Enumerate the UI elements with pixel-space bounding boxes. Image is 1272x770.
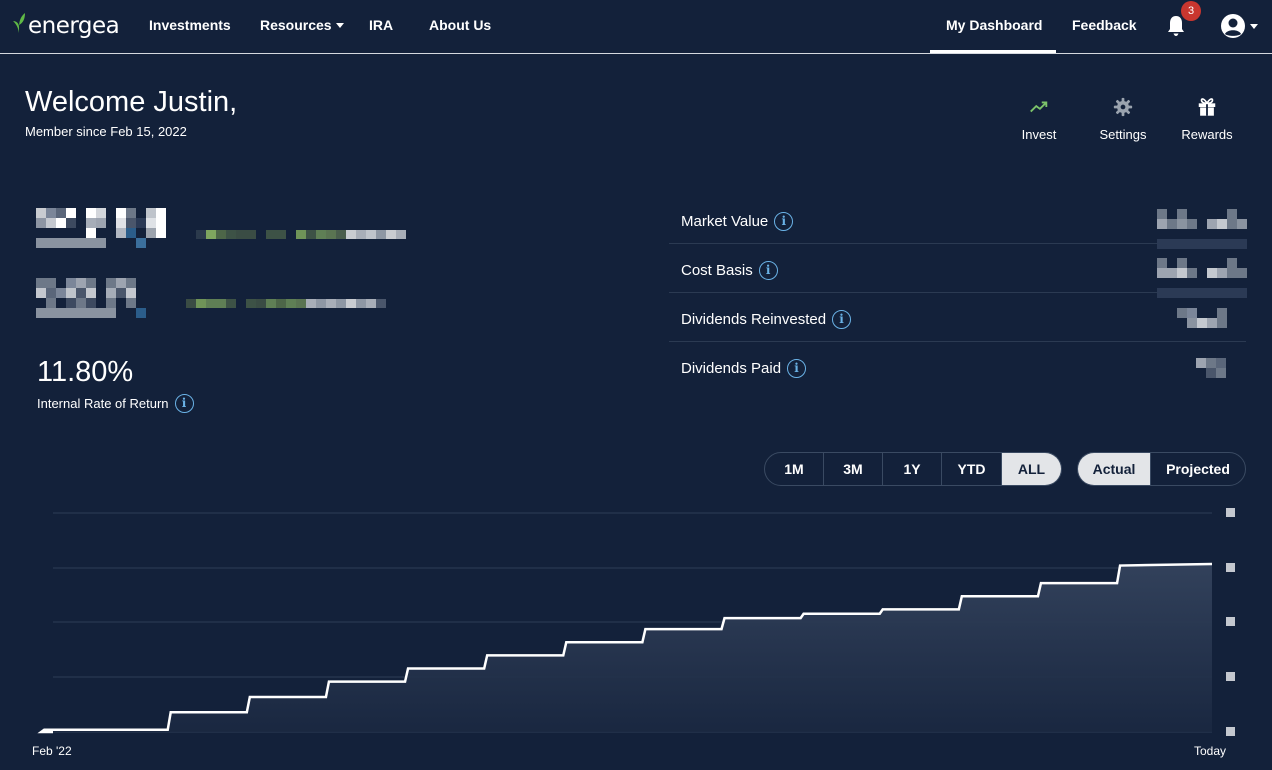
redacted-cost-basis: [1157, 258, 1247, 298]
y-tick-label: [1226, 563, 1235, 572]
nav-investments[interactable]: Investments: [149, 17, 231, 33]
invest-button[interactable]: Invest: [999, 96, 1079, 142]
performance-chart: Feb '22 Today: [0, 500, 1272, 770]
redacted-invested-change: [186, 299, 386, 308]
redacted-dividends-reinvested: [1177, 308, 1237, 328]
x-axis-end-label: Today: [1194, 744, 1227, 758]
mode-toggle: Actual Projected: [1077, 452, 1246, 486]
trending-up-icon: [1030, 101, 1048, 113]
redacted-portfolio-value: [36, 208, 176, 248]
info-icon[interactable]: i: [758, 261, 778, 280]
range-1y-button[interactable]: 1Y: [883, 453, 942, 485]
range-3m-button[interactable]: 3M: [824, 453, 883, 485]
y-tick-label: [1226, 672, 1235, 681]
range-ytd-button[interactable]: YTD: [942, 453, 1002, 485]
stat-label: Dividends Paid: [681, 360, 782, 377]
x-axis-start-label: Feb '22: [32, 744, 72, 758]
redacted-market-value: [1157, 209, 1247, 249]
nav-ira[interactable]: IRA: [369, 17, 394, 33]
gear-icon: [1113, 97, 1133, 117]
chart-line: [37, 562, 1213, 734]
user-avatar-icon[interactable]: [1220, 13, 1246, 39]
stat-label: Cost Basis: [681, 262, 753, 279]
irr-label: Internal Rate of Return: [37, 396, 169, 411]
range-all-button[interactable]: ALL: [1002, 453, 1061, 485]
actual-button[interactable]: Actual: [1078, 453, 1151, 485]
nav-my-dashboard[interactable]: My Dashboard: [946, 17, 1043, 33]
range-toggle: 1M 3M 1Y YTD ALL: [764, 452, 1062, 486]
stat-label-wrap: Market Value i: [681, 212, 794, 231]
nav-resources-label: Resources: [260, 17, 332, 33]
brand-logo[interactable]: energea: [12, 8, 120, 44]
leaf-icon: [13, 13, 25, 33]
stat-row-dividends-reinvested: Dividends Reinvested i: [669, 293, 1246, 342]
y-tick-label: [1226, 617, 1235, 626]
y-tick-label: [1226, 508, 1235, 517]
gift-icon: [1198, 98, 1216, 116]
chart-area: [41, 564, 1213, 732]
welcome-heading: Welcome Justin,: [25, 86, 238, 118]
chart-canvas: [37, 508, 1235, 736]
notification-badge: 3: [1181, 1, 1201, 21]
brand-name: energea: [28, 13, 120, 39]
stat-label: Dividends Reinvested: [681, 311, 827, 328]
irr-label-row: Internal Rate of Return i: [37, 394, 194, 413]
nav-about-us[interactable]: About Us: [429, 17, 492, 33]
stat-row-cost-basis: Cost Basis i: [669, 244, 1246, 293]
rewards-button[interactable]: Rewards: [1167, 96, 1247, 142]
projected-button[interactable]: Projected: [1166, 461, 1230, 477]
redacted-total-invested: [36, 278, 156, 318]
bell-icon[interactable]: [1164, 14, 1188, 38]
stat-label: Market Value: [681, 213, 769, 230]
info-icon[interactable]: i: [787, 359, 807, 378]
member-since: Member since Feb 15, 2022: [25, 124, 187, 139]
nav-feedback[interactable]: Feedback: [1072, 17, 1137, 33]
stat-label-wrap: Cost Basis i: [681, 261, 778, 280]
invest-label: Invest: [1021, 127, 1057, 142]
info-icon[interactable]: i: [174, 394, 194, 413]
irr-value: 11.80%: [37, 356, 134, 388]
stat-label-wrap: Dividends Paid i: [681, 359, 807, 378]
range-1m-button[interactable]: 1M: [765, 453, 824, 485]
stat-label-wrap: Dividends Reinvested i: [681, 310, 852, 329]
settings-button[interactable]: Settings: [1083, 96, 1163, 142]
info-icon[interactable]: i: [774, 212, 794, 231]
chevron-down-icon: [335, 23, 344, 28]
chevron-down-icon[interactable]: [1250, 24, 1258, 29]
redacted-portfolio-change: [196, 230, 406, 239]
settings-label: Settings: [1099, 127, 1147, 142]
y-tick-label: [1226, 727, 1235, 736]
nav-resources[interactable]: Resources: [260, 17, 344, 33]
stat-row-market-value: Market Value i: [669, 195, 1246, 244]
info-icon[interactable]: i: [832, 310, 852, 329]
active-tab-indicator: [930, 50, 1056, 53]
rewards-label: Rewards: [1181, 127, 1233, 142]
redacted-dividends-paid: [1196, 358, 1236, 378]
top-nav: energea Investments Resources IRA About …: [0, 0, 1272, 54]
stat-row-dividends-paid: Dividends Paid i: [669, 342, 1246, 391]
